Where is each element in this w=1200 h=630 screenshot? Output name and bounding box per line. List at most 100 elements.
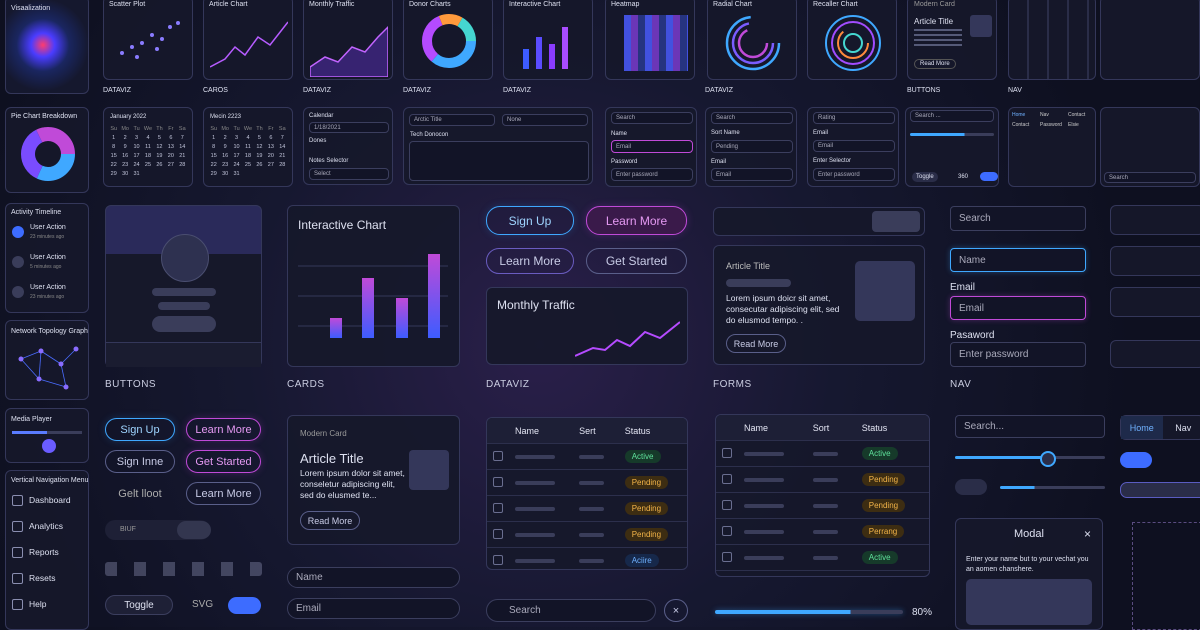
menu-item[interactable]: Resets [29, 573, 55, 583]
menu-item[interactable]: Analytics [29, 521, 63, 531]
input[interactable]: Enter password [611, 168, 693, 181]
day[interactable]: 19 [254, 153, 265, 159]
switch[interactable] [177, 521, 211, 539]
checkbox[interactable] [722, 500, 732, 510]
button[interactable]: Learn More [186, 482, 261, 505]
switch[interactable] [228, 597, 261, 614]
day[interactable]: 1 [208, 135, 219, 141]
day[interactable]: 18 [242, 153, 253, 159]
day[interactable]: 16 [219, 153, 230, 159]
day[interactable]: 23 [219, 162, 230, 168]
button[interactable]: Read More [914, 59, 956, 69]
day[interactable]: 13 [165, 144, 176, 150]
input[interactable]: Name [950, 248, 1086, 272]
day[interactable]: 15 [208, 153, 219, 159]
day[interactable]: 11 [242, 144, 253, 150]
input[interactable]: Name [287, 567, 460, 588]
search[interactable]: Search [1104, 172, 1196, 183]
tab[interactable]: Nav [1040, 112, 1049, 118]
day[interactable]: 30 [219, 171, 230, 177]
button[interactable]: Read More [726, 334, 786, 353]
button[interactable]: Get Started [186, 450, 261, 473]
day[interactable]: 5 [154, 135, 165, 141]
search[interactable]: Search... [955, 415, 1105, 438]
day[interactable]: 2 [219, 135, 230, 141]
menu-item[interactable]: Help [29, 599, 46, 609]
day[interactable]: 22 [108, 162, 119, 168]
toggle[interactable]: Toggle [912, 172, 938, 182]
input[interactable]: Enter password [813, 168, 895, 181]
day[interactable]: 18 [142, 153, 153, 159]
day[interactable]: 13 [265, 144, 276, 150]
slider[interactable] [1000, 486, 1105, 489]
checkbox[interactable] [722, 474, 732, 484]
tab[interactable]: Contact [1068, 112, 1085, 118]
day[interactable]: 17 [231, 153, 242, 159]
checkbox[interactable] [722, 448, 732, 458]
button[interactable] [872, 211, 920, 232]
day[interactable]: 27 [265, 162, 276, 168]
day[interactable]: 28 [177, 162, 188, 168]
day[interactable]: 10 [231, 144, 242, 150]
day[interactable]: 26 [254, 162, 265, 168]
search[interactable]: Search [711, 112, 793, 124]
checkbox[interactable] [493, 451, 503, 461]
toggle[interactable]: Toggle [105, 595, 173, 615]
checkbox[interactable] [493, 503, 503, 513]
checkbox[interactable] [493, 529, 503, 539]
button[interactable]: Sign Up [105, 418, 175, 441]
button[interactable]: Read More [300, 511, 360, 530]
tab[interactable]: Elsie [1068, 122, 1079, 128]
tab[interactable]: Home [1012, 112, 1025, 118]
day[interactable]: 28 [277, 162, 288, 168]
search[interactable]: Search [950, 206, 1086, 231]
tab[interactable]: Contact [1012, 122, 1029, 128]
checkbox[interactable] [493, 555, 503, 565]
search[interactable]: Search ... [910, 110, 994, 122]
day[interactable]: 9 [119, 144, 130, 150]
day[interactable]: 4 [142, 135, 153, 141]
day[interactable]: 31 [231, 171, 242, 177]
input[interactable]: Email [611, 140, 693, 153]
button[interactable]: Learn More [186, 418, 261, 441]
switch[interactable] [980, 172, 998, 181]
select[interactable]: Rating [813, 112, 895, 124]
day[interactable]: 3 [131, 135, 142, 141]
slider-thumb[interactable] [1040, 451, 1056, 467]
search[interactable]: Search [611, 112, 693, 124]
day[interactable]: 15 [108, 153, 119, 159]
slider[interactable] [955, 456, 1105, 459]
day[interactable]: 16 [119, 153, 130, 159]
day[interactable]: 12 [154, 144, 165, 150]
day[interactable]: 8 [208, 144, 219, 150]
day[interactable]: 9 [219, 144, 230, 150]
day[interactable]: 26 [154, 162, 165, 168]
checkbox[interactable] [722, 526, 732, 536]
select[interactable]: Pending [711, 140, 793, 153]
day[interactable]: 12 [254, 144, 265, 150]
day[interactable]: 10 [131, 144, 142, 150]
input[interactable]: Email [287, 598, 460, 619]
day[interactable]: 25 [242, 162, 253, 168]
day[interactable]: 31 [131, 171, 142, 177]
day[interactable]: 7 [277, 135, 288, 141]
day[interactable]: 23 [119, 162, 130, 168]
day[interactable]: 8 [108, 144, 119, 150]
progress[interactable] [12, 431, 82, 434]
input[interactable]: Enter password [950, 342, 1086, 367]
day[interactable]: 11 [142, 144, 153, 150]
button[interactable]: Gelt lloot [105, 482, 175, 505]
day[interactable]: 17 [131, 153, 142, 159]
day[interactable]: 14 [277, 144, 288, 150]
day[interactable]: 30 [119, 171, 130, 177]
checkbox[interactable] [722, 552, 732, 562]
input[interactable]: Email [711, 168, 793, 181]
input[interactable]: Arctic Title [409, 114, 495, 126]
slider-track[interactable] [1120, 482, 1200, 498]
menu-item[interactable]: Dashboard [29, 495, 71, 505]
day[interactable]: 21 [177, 153, 188, 159]
day[interactable]: 19 [154, 153, 165, 159]
day[interactable]: 4 [242, 135, 253, 141]
input[interactable]: Email [950, 296, 1086, 320]
day[interactable]: 14 [177, 144, 188, 150]
